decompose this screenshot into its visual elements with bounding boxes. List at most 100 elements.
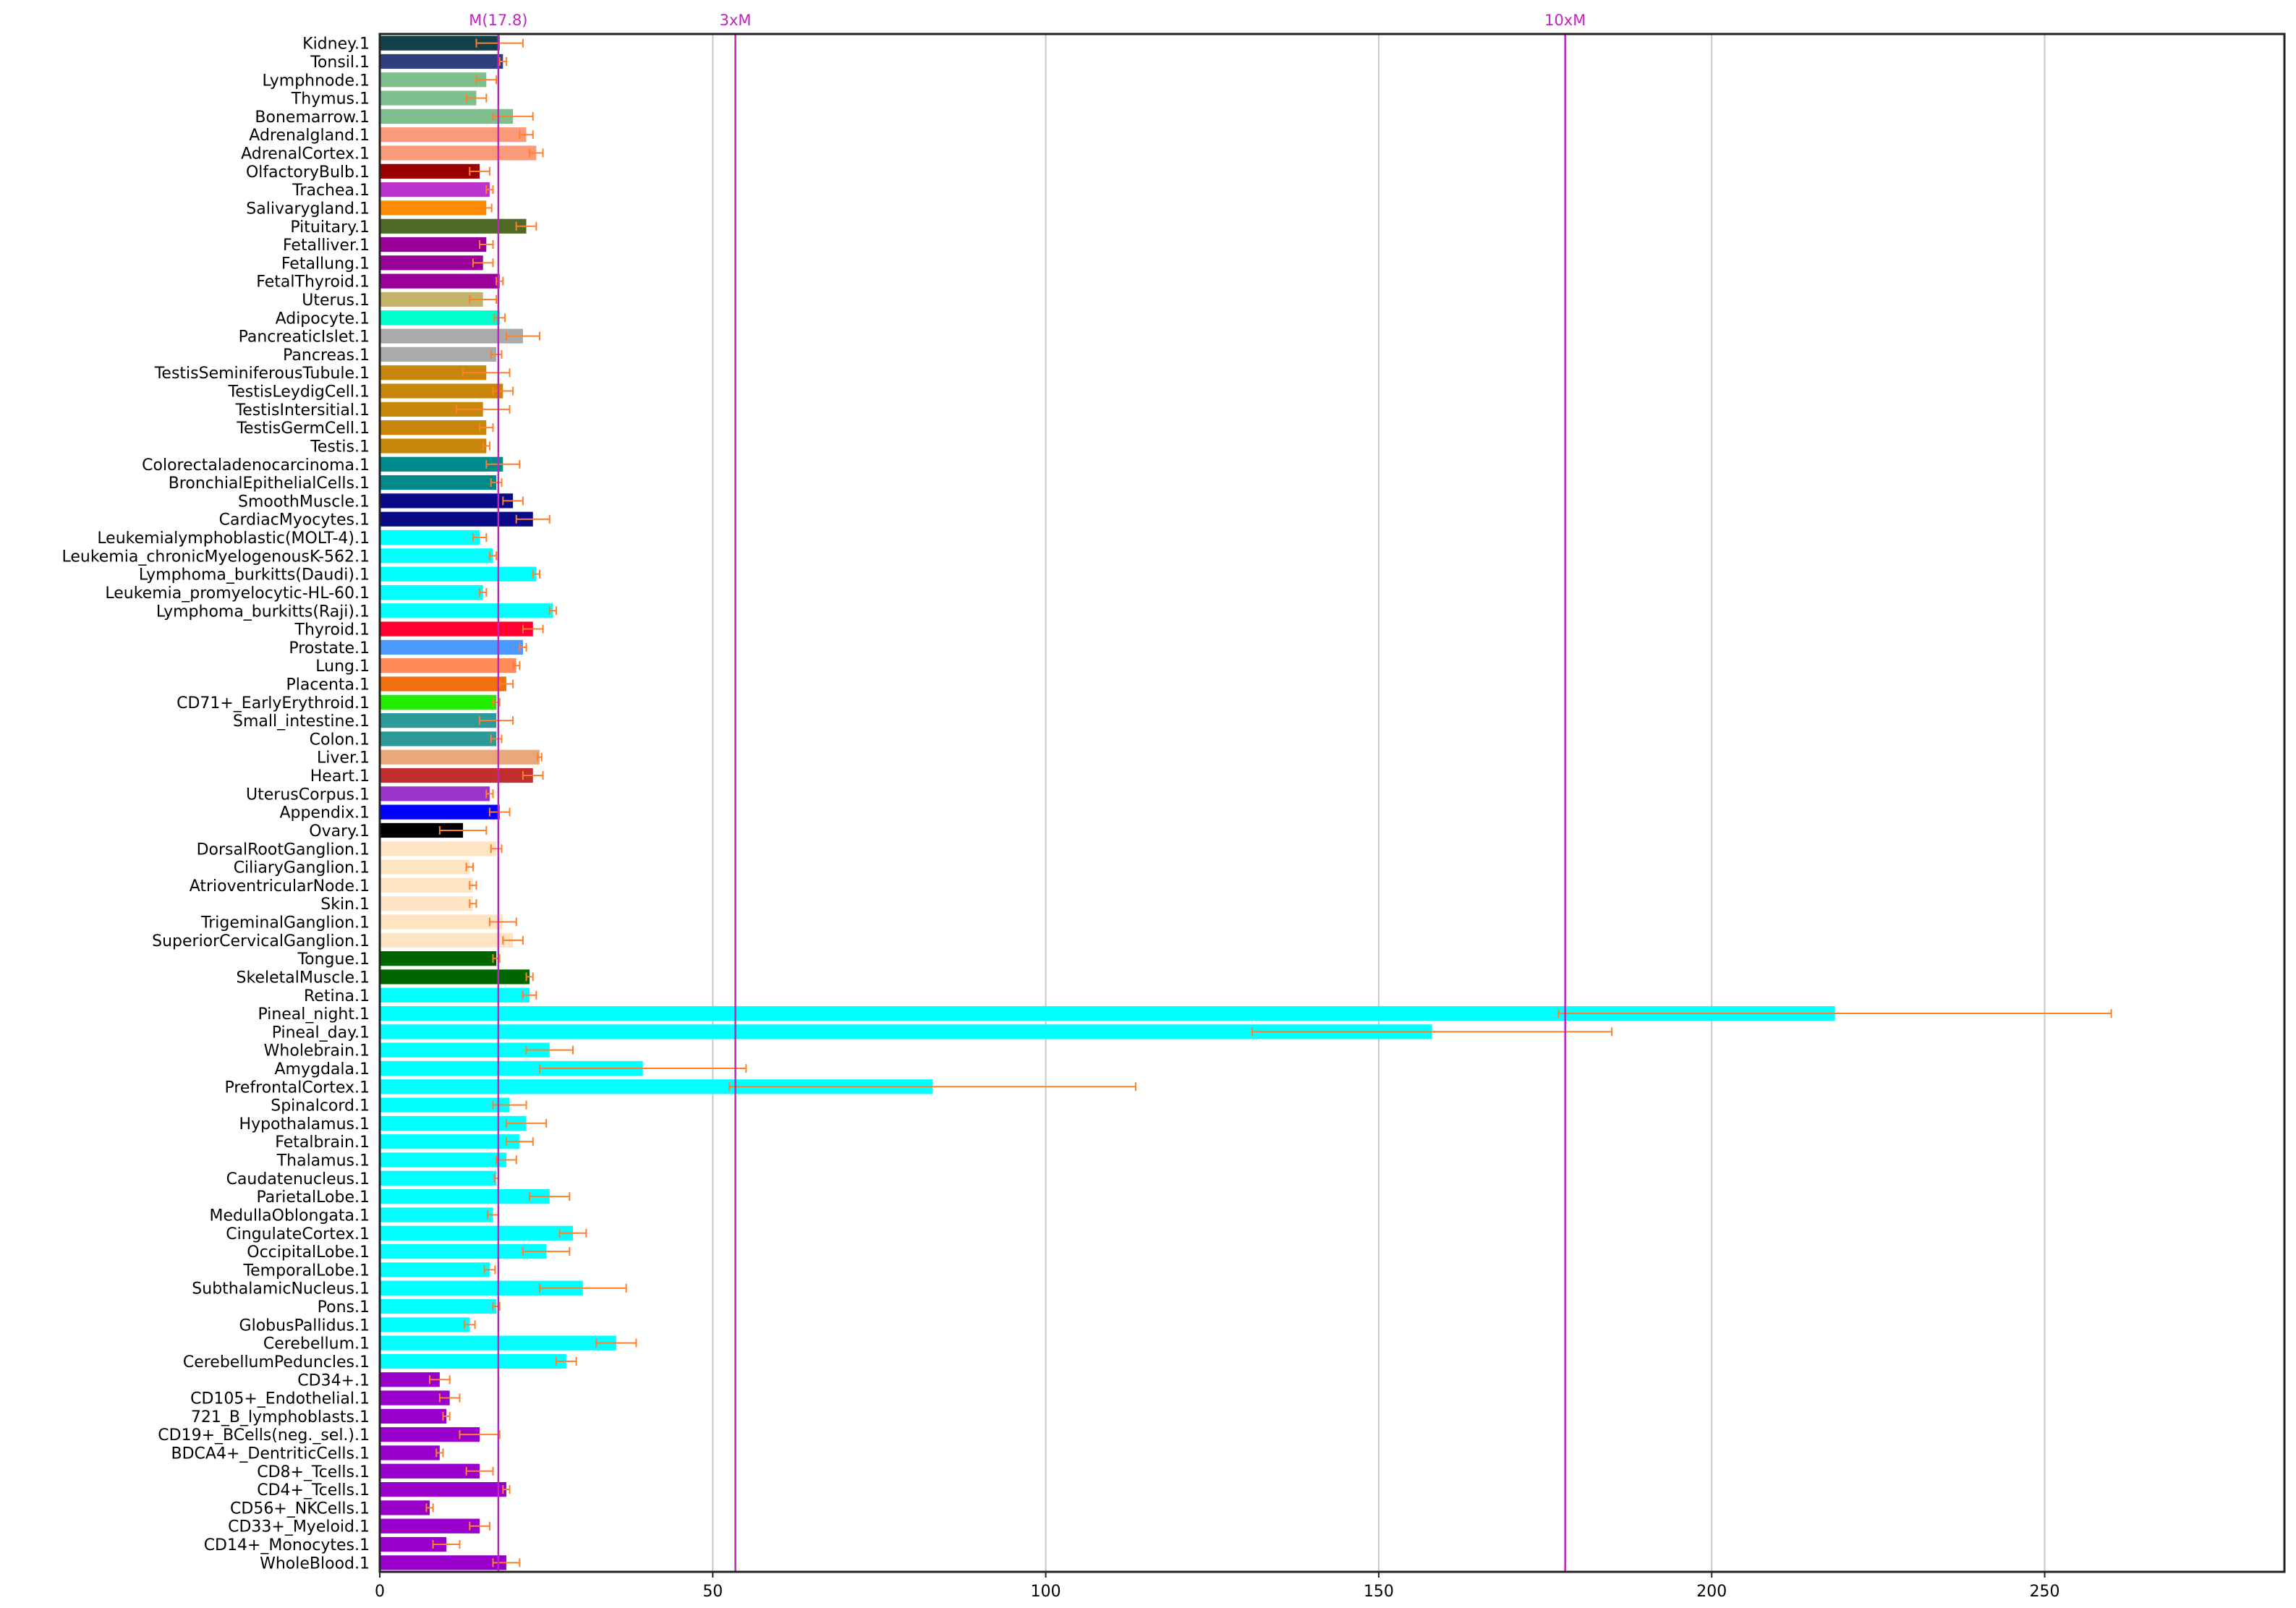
category-label: AtrioventricularNode.1 [190, 877, 370, 896]
category-label: Fetalbrain.1 [275, 1133, 370, 1152]
bar [380, 639, 523, 655]
category-label: CingulateCortex.1 [226, 1225, 370, 1243]
bar [380, 109, 514, 124]
category-label: Pancreas.1 [283, 346, 370, 365]
category-label: CD71+_EarlyErythroid.1 [177, 694, 370, 712]
bar [380, 1097, 510, 1113]
bar [380, 1555, 506, 1570]
reference-lines: M(17.8) 3xM 10xM [469, 12, 1586, 1572]
category-label: Tongue.1 [297, 950, 370, 969]
category-label: Colon.1 [310, 731, 370, 749]
bar [380, 475, 497, 490]
category-label: Fetallung.1 [281, 255, 370, 273]
bar [380, 456, 503, 472]
bar [380, 35, 500, 51]
category-label: Kidney.1 [302, 35, 370, 54]
category-label: Fetalliver.1 [283, 237, 370, 255]
category-label: CD105+_Endothelial.1 [190, 1390, 370, 1408]
category-label: Leukemia_promyelocytic-HL-60.1 [105, 584, 370, 603]
bar [380, 676, 506, 692]
bar [380, 1280, 583, 1296]
category-label: DorsalRootGanglion.1 [197, 841, 370, 859]
bar [380, 1079, 933, 1094]
category-label: Trachea.1 [292, 182, 370, 200]
category-label: Thalamus.1 [276, 1152, 370, 1170]
bar [380, 621, 533, 637]
category-label: Bonemarrow.1 [255, 109, 370, 127]
plot-frame [378, 33, 2286, 1573]
bar [380, 218, 527, 234]
grid-lines [712, 34, 2046, 1572]
category-label: Liver.1 [317, 749, 370, 767]
bar [380, 1481, 506, 1497]
bar [380, 1152, 506, 1167]
bar [380, 1005, 1835, 1021]
bar [380, 712, 497, 728]
category-label: FetalThyroid.1 [256, 273, 370, 292]
category-label: Leukemia_chronicMyelogenousK-562.1 [61, 548, 370, 566]
category-label: ParietalLobe.1 [257, 1188, 370, 1207]
bar [380, 914, 503, 930]
bar [380, 1427, 480, 1442]
category-label: PancreaticIslet.1 [239, 328, 370, 346]
bar [380, 658, 516, 673]
category-label: Pineal_day.1 [272, 1024, 370, 1042]
category-label: Lymphoma_burkitts(Daudi).1 [139, 566, 370, 584]
bar [380, 145, 537, 161]
bar [380, 1463, 480, 1479]
category-label: 721_B_lymphoblasts.1 [191, 1408, 370, 1426]
category-label: SuperiorCervicalGanglion.1 [152, 932, 370, 950]
bar [380, 804, 500, 820]
x-tick-label: 50 [702, 1583, 723, 1601]
category-label: TestisGermCell.1 [236, 420, 370, 438]
bar [380, 822, 464, 838]
bar [380, 237, 487, 252]
bar [380, 767, 533, 783]
category-label: OccipitalLobe.1 [247, 1243, 370, 1262]
bar [380, 1170, 497, 1186]
category-label: Ovary.1 [309, 822, 370, 841]
category-label: SubthalamicNucleus.1 [192, 1280, 370, 1298]
category-label: Amygdala.1 [275, 1060, 370, 1079]
category-label: TestisSeminiferousTubule.1 [154, 365, 370, 383]
reference-line-label: M(17.8) [469, 12, 527, 29]
bars [380, 35, 1835, 1570]
bar [380, 1243, 547, 1259]
category-label: Appendix.1 [279, 804, 370, 822]
bar [380, 1408, 447, 1424]
category-label: Lung.1 [315, 658, 370, 676]
category-label: CD14+_Monocytes.1 [204, 1536, 370, 1554]
category-label: CD19+_BCells(neg._sel.).1 [158, 1426, 370, 1445]
category-label: Placenta.1 [286, 676, 370, 694]
category-label: BDCA4+_DentriticCells.1 [171, 1445, 370, 1463]
bar [380, 987, 530, 1003]
bar [380, 273, 500, 289]
bar [380, 1518, 480, 1533]
category-label: MedullaOblongata.1 [210, 1207, 370, 1225]
bar [380, 1207, 493, 1222]
category-label: CD56+_NKCells.1 [230, 1499, 370, 1518]
bar [380, 310, 500, 326]
category-label: Uterus.1 [302, 292, 370, 310]
category-label: Pituitary.1 [290, 218, 370, 237]
bar [380, 182, 490, 197]
category-label: Lymphoma_burkitts(Raji).1 [156, 603, 370, 621]
bar [380, 731, 497, 746]
bar [380, 163, 480, 179]
bar [380, 1500, 430, 1515]
category-label: Spinalcord.1 [271, 1097, 370, 1115]
bar [380, 1134, 520, 1149]
bar [380, 1060, 643, 1076]
bar [380, 1536, 447, 1552]
reference-line-label: 10xM [1544, 12, 1586, 29]
category-label: Pineal_night.1 [258, 1005, 370, 1024]
bar [380, 1042, 550, 1058]
bar [380, 200, 487, 216]
category-label: WholeBlood.1 [260, 1554, 370, 1573]
bar [380, 255, 483, 271]
category-label: Retina.1 [304, 987, 370, 1005]
category-label: CerebellumPeduncles.1 [183, 1353, 370, 1371]
bar [380, 603, 553, 618]
bar [380, 401, 483, 417]
bar [380, 1445, 440, 1460]
